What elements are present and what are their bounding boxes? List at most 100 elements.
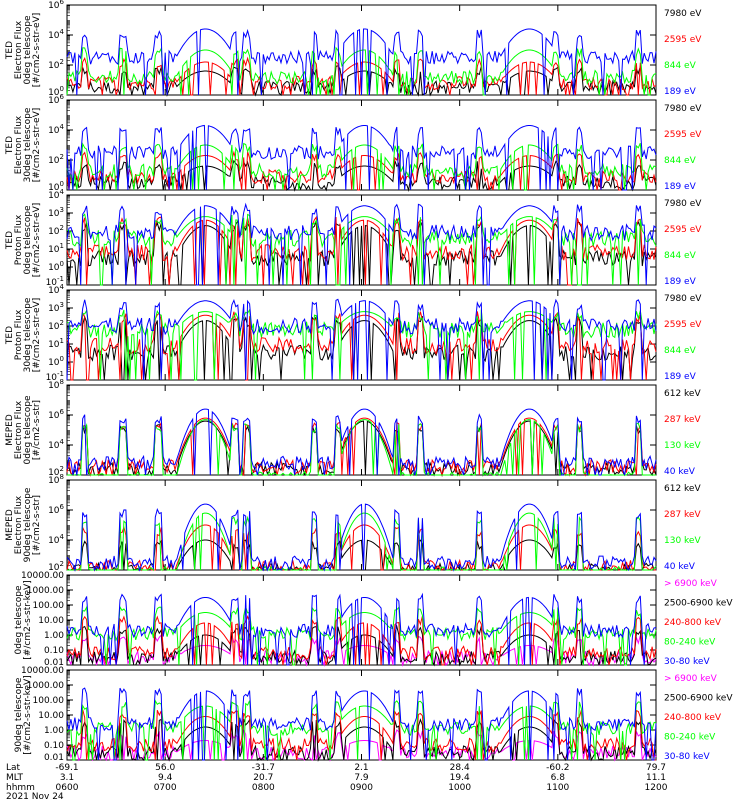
y-tick-label: 101 (48, 242, 64, 255)
footer-value: 0600 (56, 783, 79, 793)
y-axis-label: 30deg telescope (23, 297, 33, 372)
y-tick-label: 0.01 (44, 658, 64, 668)
time-axis-footer: LatMLThhmm-69.13.1060056.09.40700-31.720… (6, 763, 668, 800)
y-tick-label: 106 (48, 503, 64, 516)
series-line-3 (66, 709, 656, 761)
legend-entry: 612 keV (664, 484, 701, 494)
y-tick-label: 102 (48, 58, 64, 71)
footer-value: -31.7 (252, 763, 275, 773)
y-axis-label: Electron Flux (14, 400, 24, 459)
y-axis-label: 30deg telescope (23, 107, 33, 182)
footer-value: -60.2 (546, 763, 569, 773)
y-axis-label: Proton Flux (14, 309, 24, 360)
chart-panel-8: 0.01 0.10 1.00 10.00 100.00 1000.00 10000.0090… (14, 666, 733, 763)
legend-entry: 2500-6900 keV (664, 694, 733, 704)
y-axis-label: [#/cm2-s-str] (32, 495, 42, 555)
y-axis-label: MEPED (5, 414, 15, 446)
legend-entry: 844 eV (664, 156, 697, 166)
series-line-1 (66, 159, 657, 192)
footer-value: 9.4 (158, 773, 173, 783)
y-tick-label: 103 (48, 206, 64, 219)
legend-entry: 80-240 keV (664, 638, 716, 648)
series-line-4 (66, 202, 657, 286)
y-axis-label: [#/cm2-s-str-eV] (32, 203, 42, 278)
footer-value: 1000 (448, 783, 471, 793)
y-tick-label: 106 (48, 408, 64, 421)
legend-entry: 30-80 keV (664, 657, 710, 667)
legend-entry: 7980 eV (664, 9, 702, 19)
series-line-2 (66, 311, 657, 381)
footer-value: 11.1 (646, 773, 666, 783)
legend-entry: 2595 eV (664, 35, 702, 45)
y-axis-label: [#/cm2-s-str-eV] (32, 13, 42, 88)
legend-entry: 7980 eV (664, 294, 702, 304)
footer-row-label: Lat (6, 763, 21, 773)
y-axis-label: 0deg telescope (23, 395, 33, 465)
y-axis-label: [#/cm2-s-str-eV] (32, 108, 42, 183)
y-tick-label: 104 (48, 438, 64, 451)
y-axis-label: TED (5, 326, 15, 345)
series-line-4 (66, 408, 657, 476)
series-line-2 (66, 624, 657, 667)
y-tick-label: 0.01 (44, 753, 64, 763)
legend-entry: 7980 eV (664, 199, 702, 209)
legend-entry: 40 keV (664, 562, 696, 572)
plot-frame (66, 289, 657, 381)
series-line-1 (66, 539, 656, 572)
y-axis-label: MEPED (5, 509, 15, 541)
y-axis-label: 0deg telescope (14, 585, 24, 655)
y-tick-label: 103 (48, 301, 64, 314)
footer-row-label: hhmm (6, 783, 35, 793)
legend-entry: 189 eV (664, 182, 697, 192)
series-line-3 (66, 142, 657, 191)
legend-entry: 844 eV (664, 251, 697, 261)
footer-value: 79.7 (646, 763, 666, 773)
y-tick-label: 100.00 (33, 601, 65, 611)
legend-entry: > 6900 keV (664, 674, 718, 684)
legend-entry: 2595 eV (664, 320, 702, 330)
series-line-4 (66, 28, 657, 96)
series-line-3 (66, 308, 657, 381)
y-tick-label: 102 (48, 319, 64, 332)
legend-entry: 130 keV (664, 536, 701, 546)
legend-entry: 189 eV (664, 87, 697, 97)
legend-entry: 844 eV (664, 61, 697, 71)
legend-entry: > 6900 keV (664, 579, 718, 589)
legend-entry: 7980 eV (664, 104, 702, 114)
legend-entry: 240-800 keV (664, 618, 722, 628)
y-tick-label: 10.00 (38, 616, 64, 626)
footer-value: 0700 (154, 783, 177, 793)
y-tick-label: 100 (48, 355, 64, 368)
y-tick-label: 104 (48, 533, 64, 546)
y-axis-label: TED (5, 231, 15, 250)
y-axis-label: 90deg telescope (14, 677, 24, 752)
footer-value: 3.1 (60, 773, 74, 783)
y-axis-label: Electron Flux (14, 495, 24, 554)
y-axis-label: 90deg telescope (23, 487, 33, 562)
y-tick-label: 100.00 (33, 696, 65, 706)
y-tick-label: 1000.00 (27, 681, 64, 691)
series-line-1 (66, 729, 657, 762)
legend-entry: 2500-6900 keV (664, 599, 733, 609)
legend-entry: 189 eV (664, 372, 697, 382)
footer-value: 7.9 (354, 773, 369, 783)
y-tick-label: 100 (48, 260, 64, 273)
y-tick-label: 10.00 (38, 711, 64, 721)
y-axis-label: [#/cm2-s-str-keV] (23, 580, 33, 659)
series-line-4 (66, 503, 657, 572)
y-axis-label: [#/cm2-s-str-keV] (23, 675, 33, 754)
footer-value: 28.4 (450, 763, 470, 773)
y-tick-label: 0.10 (44, 646, 64, 656)
y-tick-label: 104 (48, 28, 64, 41)
footer-value: 20.7 (253, 773, 273, 783)
legend-entry: 287 keV (664, 510, 701, 520)
footer-value: 0800 (252, 783, 275, 793)
legend-entry: 2595 eV (664, 130, 702, 140)
